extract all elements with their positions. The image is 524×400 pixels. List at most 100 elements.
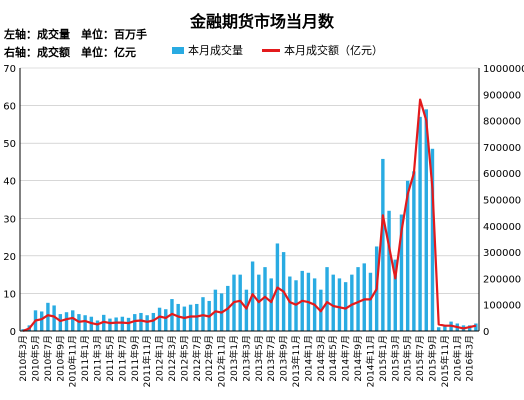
- bar: [114, 317, 118, 331]
- x-tick-label: 2016年1月: [451, 335, 463, 382]
- bar: [46, 302, 50, 331]
- bar: [71, 310, 75, 331]
- x-tick-label: 2010年9月: [54, 335, 66, 382]
- bar: [430, 148, 435, 331]
- y-left-tick-label: 60: [3, 102, 16, 113]
- x-tick-label: 2013年7月: [265, 335, 277, 382]
- x-tick-label: 2015年9月: [426, 335, 438, 382]
- bar: [244, 289, 249, 331]
- x-tick-label: 2013年3月: [240, 335, 252, 382]
- bar: [40, 311, 44, 331]
- x-tick-label: 2014年9月: [352, 335, 364, 382]
- y-right-tick-label: 700000: [483, 143, 521, 154]
- y-right-tick-label: 300000: [483, 248, 521, 259]
- bar: [238, 274, 242, 331]
- y-right-tick-label: 400000: [483, 222, 521, 233]
- x-tick-label: 2015年5月: [402, 335, 414, 382]
- bar: [201, 297, 205, 331]
- legend-item-turnover: 本月成交额（亿元）: [262, 42, 383, 58]
- y-right-tick-label: 1000000: [483, 64, 524, 75]
- bar: [436, 327, 441, 331]
- bar: [58, 314, 63, 331]
- bar: [157, 307, 162, 331]
- bar: [133, 314, 137, 331]
- y-left-tick-label: 70: [3, 64, 16, 75]
- x-tick-label: 2011年1月: [79, 335, 91, 382]
- x-tick-label: 2013年9月: [278, 335, 290, 382]
- x-tick-label: 2011年5月: [104, 335, 116, 382]
- bar: [126, 317, 131, 331]
- x-tick-label: 2015年11月: [439, 335, 451, 387]
- bar: [95, 320, 100, 331]
- right-axis-note: 右轴：成交额 单位：亿元: [4, 46, 136, 59]
- y-left-tick-label: 20: [3, 252, 16, 263]
- left-axis-note: 左轴：成交量 单位：百万手: [4, 28, 147, 41]
- x-tick-label: 2010年11月: [67, 335, 79, 387]
- x-tick-label: 2011年11月: [141, 335, 153, 387]
- bar: [399, 214, 404, 331]
- bar: [356, 267, 360, 331]
- bar: [145, 315, 149, 331]
- bar: [393, 259, 397, 331]
- bar: [424, 109, 428, 331]
- y-right-tick-label: 800000: [483, 117, 521, 128]
- bar: [120, 316, 125, 331]
- legend-label-volume: 本月成交量: [188, 44, 243, 57]
- x-tick-label: 2011年9月: [129, 335, 141, 382]
- bar: [337, 278, 342, 331]
- bar: [412, 171, 416, 331]
- x-tick-label: 2014年11月: [364, 335, 376, 387]
- bar: [443, 326, 447, 331]
- x-tick-label: 2012年9月: [203, 335, 215, 382]
- bar: [325, 267, 329, 331]
- x-tick-label: 2011年3月: [92, 335, 104, 382]
- x-tick-label: 2010年7月: [42, 335, 54, 382]
- bar: [139, 312, 143, 331]
- bar: [343, 282, 348, 331]
- x-tick-label: 2010年3月: [17, 335, 29, 382]
- x-tick-label: 2011年7月: [116, 335, 128, 382]
- x-tick-label: 2012年5月: [178, 335, 190, 382]
- bar: [331, 274, 335, 331]
- bar: [474, 323, 478, 331]
- x-tick-label: 2015年3月: [389, 335, 401, 382]
- y-right-tick-label: 100000: [483, 301, 521, 312]
- y-right-tick-label: 0: [483, 327, 489, 338]
- legend-swatch-turnover: [262, 48, 280, 52]
- bar: [188, 304, 193, 331]
- bar: [418, 116, 422, 331]
- bar: [164, 309, 168, 331]
- chart-title: 金融期货市场当月数: [189, 12, 334, 31]
- bar: [263, 267, 267, 331]
- legend-label-turnover: 本月成交额（亿元）: [284, 44, 383, 57]
- bar: [387, 210, 391, 331]
- x-tick-label: 2012年1月: [154, 335, 166, 382]
- bar: [362, 263, 366, 331]
- y-left-tick-label: 10: [3, 289, 16, 300]
- x-tick-label: 2014年5月: [327, 335, 339, 382]
- y-right-tick-label: 600000: [483, 169, 521, 180]
- y-left-tick-label: 0: [10, 327, 16, 338]
- bar: [52, 305, 56, 331]
- x-tick-label: 2014年1月: [302, 335, 314, 382]
- x-tick-label: 2014年7月: [340, 335, 352, 382]
- y-left-tick-label: 40: [3, 177, 16, 188]
- legend-item-volume: 本月成交量: [172, 42, 243, 58]
- y-right-tick-label: 900000: [483, 90, 521, 101]
- x-tick-label: 2010年5月: [30, 335, 42, 382]
- y-left-tick-label: 50: [3, 139, 16, 150]
- x-tick-label: 2013年5月: [253, 335, 265, 382]
- bar: [350, 274, 354, 331]
- y-right-tick-label: 500000: [483, 196, 521, 207]
- x-tick-label: 2013年1月: [228, 335, 240, 382]
- x-tick-label: 2013年11月: [290, 335, 302, 387]
- y-right-tick-label: 200000: [483, 274, 521, 285]
- bar: [381, 158, 385, 331]
- x-tick-label: 2012年7月: [191, 335, 203, 382]
- bar: [269, 278, 273, 331]
- bar: [83, 315, 87, 331]
- x-tick-label: 2016年3月: [464, 335, 476, 382]
- series-line: [22, 98, 477, 333]
